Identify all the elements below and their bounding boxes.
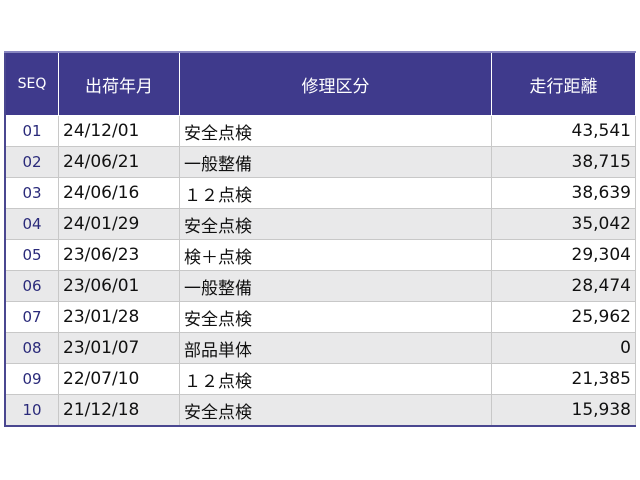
- header-row: SEQ 出荷年月 修理区分 走行距離: [4, 51, 636, 116]
- cell-seq: 06: [4, 270, 59, 302]
- table-row[interactable]: 05 23/06/23 検＋点検 29,304: [4, 239, 636, 271]
- table-row[interactable]: 02 24/06/21 一般整備 38,715: [4, 146, 636, 178]
- cell-seq: 04: [4, 208, 59, 240]
- header-seq[interactable]: SEQ: [4, 51, 59, 116]
- repair-history-table: SEQ 出荷年月 修理区分 走行距離 01 24/12/01 安全点検 43,541 0…: [4, 51, 636, 427]
- cell-repair-type: 一般整備: [179, 270, 492, 302]
- cell-ship-date: 23/01/28: [58, 301, 180, 333]
- cell-distance: 43,541: [491, 115, 636, 147]
- cell-distance: 35,042: [491, 208, 636, 240]
- cell-seq: 03: [4, 177, 59, 209]
- cell-ship-date: 23/01/07: [58, 332, 180, 364]
- cell-distance: 38,639: [491, 177, 636, 209]
- cell-ship-date: 24/12/01: [58, 115, 180, 147]
- cell-ship-date: 24/06/21: [58, 146, 180, 178]
- cell-distance: 29,304: [491, 239, 636, 271]
- table-row[interactable]: 03 24/06/16 １２点検 38,639: [4, 177, 636, 209]
- cell-repair-type: １２点検: [179, 177, 492, 209]
- cell-ship-date: 24/06/16: [58, 177, 180, 209]
- cell-distance: 25,962: [491, 301, 636, 333]
- cell-ship-date: 23/06/23: [58, 239, 180, 271]
- cell-repair-type: １２点検: [179, 363, 492, 395]
- cell-ship-date: 23/06/01: [58, 270, 180, 302]
- cell-repair-type: 検＋点検: [179, 239, 492, 271]
- cell-distance: 0: [491, 332, 636, 364]
- cell-ship-date: 22/07/10: [58, 363, 180, 395]
- cell-distance: 38,715: [491, 146, 636, 178]
- table-row[interactable]: 07 23/01/28 安全点検 25,962: [4, 301, 636, 333]
- cell-repair-type: 安全点検: [179, 115, 492, 147]
- cell-ship-date: 24/01/29: [58, 208, 180, 240]
- cell-seq: 01: [4, 115, 59, 147]
- table-row[interactable]: 04 24/01/29 安全点検 35,042: [4, 208, 636, 240]
- cell-repair-type: 安全点検: [179, 394, 492, 427]
- cell-ship-date: 21/12/18: [58, 394, 180, 427]
- cell-seq: 09: [4, 363, 59, 395]
- cell-seq: 07: [4, 301, 59, 333]
- cell-seq: 05: [4, 239, 59, 271]
- table-row[interactable]: 10 21/12/18 安全点検 15,938: [4, 394, 636, 427]
- header-distance[interactable]: 走行距離: [491, 51, 636, 116]
- cell-repair-type: 安全点検: [179, 208, 492, 240]
- cell-distance: 21,385: [491, 363, 636, 395]
- cell-repair-type: 部品単体: [179, 332, 492, 364]
- table-row[interactable]: 06 23/06/01 一般整備 28,474: [4, 270, 636, 302]
- table-row[interactable]: 09 22/07/10 １２点検 21,385: [4, 363, 636, 395]
- cell-repair-type: 一般整備: [179, 146, 492, 178]
- cell-distance: 15,938: [491, 394, 636, 427]
- table-row[interactable]: 08 23/01/07 部品単体 0: [4, 332, 636, 364]
- header-repair-type[interactable]: 修理区分: [179, 51, 492, 116]
- cell-seq: 02: [4, 146, 59, 178]
- cell-distance: 28,474: [491, 270, 636, 302]
- cell-repair-type: 安全点検: [179, 301, 492, 333]
- header-ship-date[interactable]: 出荷年月: [58, 51, 180, 116]
- cell-seq: 10: [4, 394, 59, 427]
- table-row[interactable]: 01 24/12/01 安全点検 43,541: [4, 115, 636, 147]
- cell-seq: 08: [4, 332, 59, 364]
